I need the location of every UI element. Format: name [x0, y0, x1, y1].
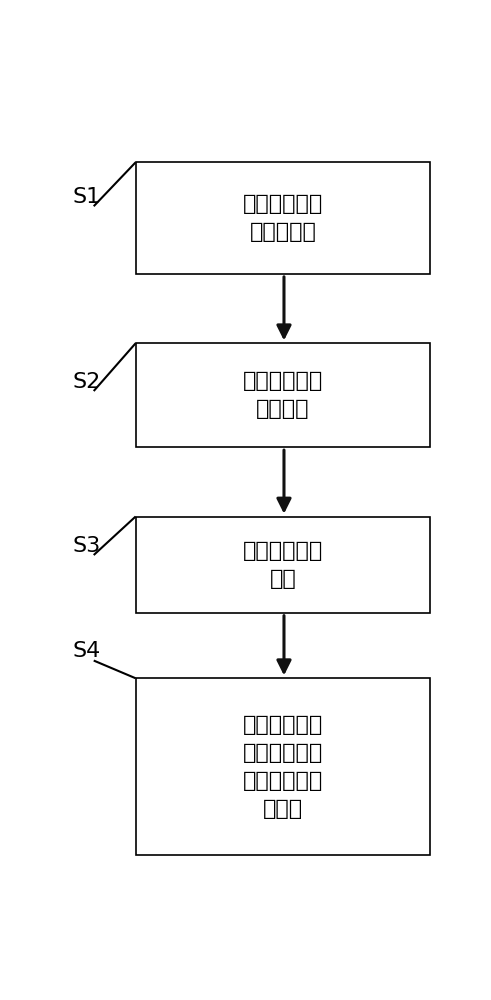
Text: S2: S2 — [73, 372, 101, 392]
Text: S1: S1 — [73, 187, 101, 207]
Bar — [136, 162, 431, 274]
Text: S4: S4 — [73, 641, 101, 661]
Text: 微尖尖端加入
金属颗粒，形
成表面增强拉
曼探头: 微尖尖端加入 金属颗粒，形 成表面增强拉 曼探头 — [243, 715, 323, 819]
Bar — [136, 343, 431, 447]
Text: 设计微尖结构
参数: 设计微尖结构 参数 — [243, 541, 323, 589]
Text: S3: S3 — [73, 536, 101, 556]
Bar — [136, 517, 431, 613]
Text: 计算表面等离
子体波长: 计算表面等离 子体波长 — [243, 371, 323, 419]
Bar — [136, 678, 431, 855]
Text: 选择基底材料
及金属材料: 选择基底材料 及金属材料 — [243, 194, 323, 242]
